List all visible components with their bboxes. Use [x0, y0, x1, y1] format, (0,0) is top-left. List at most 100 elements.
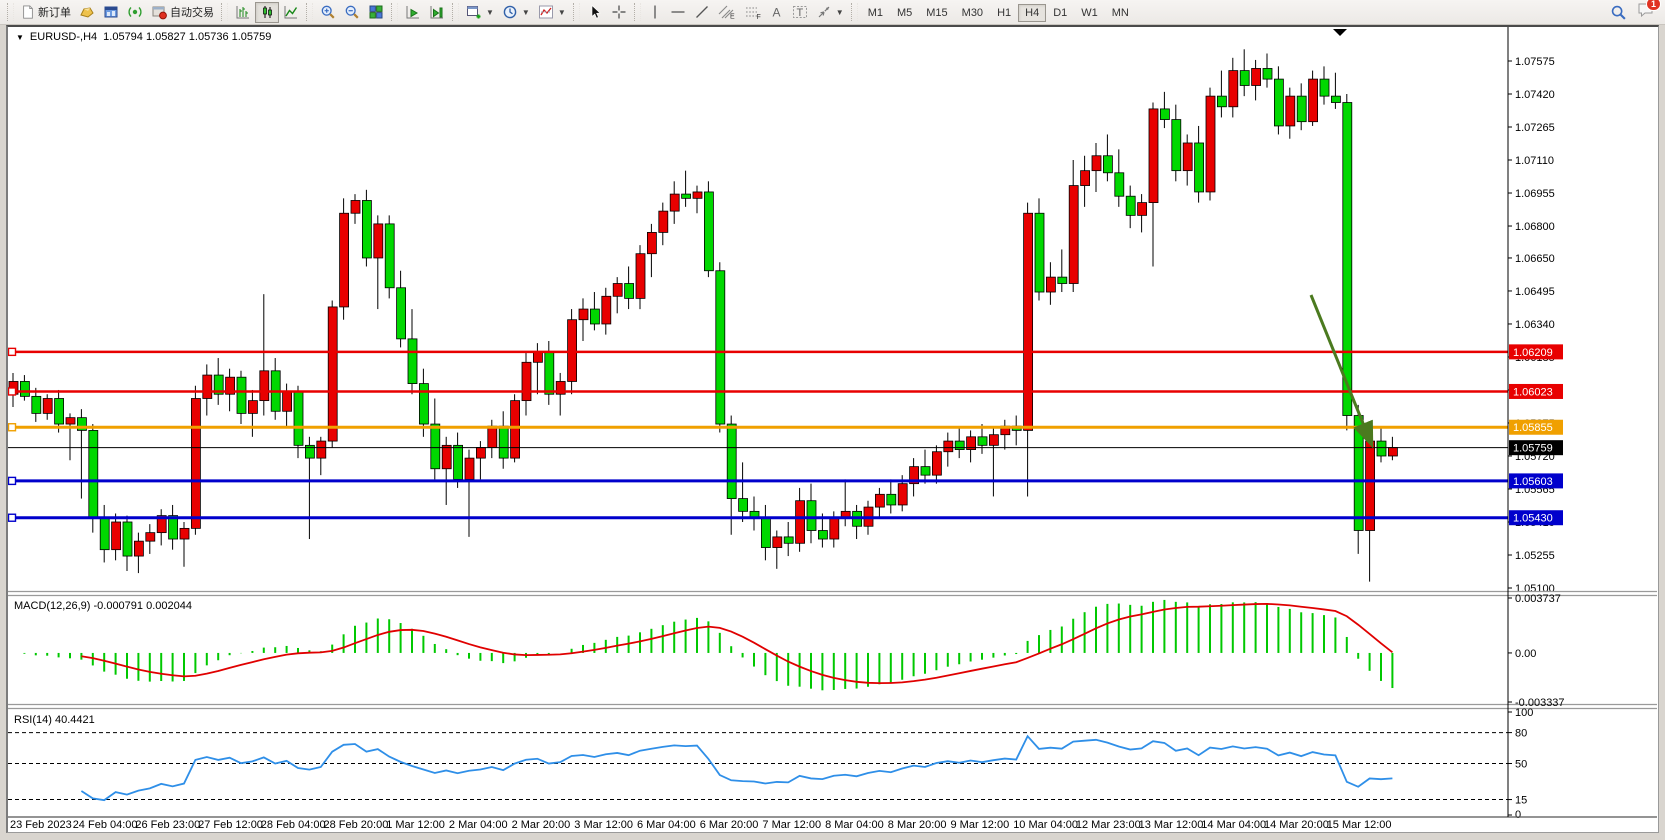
toolbar-grip[interactable]	[452, 3, 459, 21]
timeframe-d1[interactable]: D1	[1046, 4, 1074, 22]
candle-body	[1217, 95, 1227, 108]
rsi-line	[80, 734, 1393, 802]
candle-body	[282, 391, 293, 412]
zoom-out-icon[interactable]	[340, 2, 364, 23]
crosshair-icon[interactable]	[607, 2, 631, 23]
chart-canvas[interactable]: 1.07575 1.07420 1.07265 1.07110 1.06955 1.068…	[8, 27, 1657, 831]
price-tick-label: 1.06955	[1515, 188, 1555, 200]
timeframe-m30[interactable]: M30	[955, 4, 990, 22]
timeframe-h1[interactable]: H1	[990, 4, 1018, 22]
toolbar-grip[interactable]	[7, 3, 14, 21]
timeframe-m15[interactable]: M15	[919, 4, 954, 22]
text-icon[interactable]: A	[766, 2, 788, 23]
line-handle	[8, 476, 17, 486]
candle-body	[145, 532, 156, 542]
line-chart-icon[interactable]	[279, 2, 303, 23]
horizontal-line-icon[interactable]	[666, 2, 690, 23]
chart-window: 1.07575 1.07420 1.07265 1.07110 1.06955 1.068…	[6, 25, 1659, 833]
candle-body	[236, 376, 247, 414]
candle-body	[1103, 155, 1113, 174]
candle-body	[327, 306, 338, 442]
auto-scroll-icon[interactable]	[401, 2, 425, 23]
toolbar-grip[interactable]	[572, 3, 580, 21]
candle-body	[1057, 276, 1068, 284]
price-line-badge	[1509, 419, 1563, 435]
new-chart-dropdown[interactable]: ▼	[462, 2, 498, 23]
candle-body	[590, 308, 600, 325]
candle-body	[190, 398, 201, 529]
search-icon[interactable]	[1606, 2, 1631, 23]
price-tick-label: 1.07420	[1515, 89, 1555, 101]
time-axis-label: 15 Mar 12:00	[1327, 819, 1392, 831]
candle-body	[966, 436, 976, 450]
toolbar-grip[interactable]	[306, 3, 313, 21]
time-axis-label: 14 Mar 04:00	[1201, 819, 1266, 831]
vertical-line-icon[interactable]	[644, 2, 666, 23]
toolbar-grip[interactable]	[391, 3, 398, 21]
candle-body	[1331, 95, 1341, 103]
line-handle	[8, 387, 17, 396]
arrows-shapes-dropdown[interactable]: ▼	[812, 2, 848, 23]
time-axis-label: 6 Mar 04:00	[637, 819, 696, 831]
timeframe-m5[interactable]: M5	[890, 4, 919, 22]
text-label-icon[interactable]: T	[788, 2, 812, 23]
candle-body	[1308, 78, 1318, 123]
toolbar-grip[interactable]	[221, 3, 228, 21]
new-order-button[interactable]: 新订单	[17, 2, 75, 23]
line-handle	[8, 347, 17, 357]
price-tick-label: 1.06340	[1515, 319, 1555, 331]
macd-scale-label: 0.003737	[1515, 593, 1561, 605]
price-line-badge	[1509, 383, 1563, 399]
candle-body	[88, 430, 99, 519]
candle-body	[1182, 142, 1193, 172]
candle-body	[111, 521, 121, 551]
candle-body	[647, 232, 657, 255]
bar-chart-icon[interactable]	[231, 2, 255, 23]
market-watch-icon[interactable]	[99, 2, 123, 23]
fibonacci-icon[interactable]: F	[740, 2, 766, 23]
timeframe-h4[interactable]: H4	[1018, 3, 1047, 22]
periods-dropdown[interactable]: ▼	[498, 2, 534, 23]
autotrading-button[interactable]: 自动交易	[147, 2, 218, 23]
toolbar-grip[interactable]	[850, 3, 858, 21]
time-axis-label: 13 Mar 12:00	[1139, 819, 1204, 831]
candle-body	[1205, 95, 1216, 193]
candle-body	[350, 200, 361, 214]
dropdown-caret: ▼	[557, 7, 566, 17]
tile-windows-icon[interactable]	[364, 2, 388, 23]
line-handle	[8, 513, 17, 522]
zoom-in-icon[interactable]	[316, 2, 340, 23]
candlestick-chart-icon[interactable]	[255, 1, 279, 23]
notifications-button[interactable]: 1	[1637, 0, 1661, 23]
trendline-icon[interactable]	[690, 2, 714, 23]
signals-icon[interactable]	[123, 2, 147, 23]
timeframe-w1[interactable]: W1	[1074, 4, 1105, 22]
candle-body	[635, 253, 646, 299]
cursor-icon[interactable]	[583, 2, 607, 23]
candle-body	[1080, 170, 1090, 186]
candle-body	[1353, 415, 1364, 531]
time-axis-label: 27 Feb 12:00	[198, 819, 263, 831]
candle-body	[487, 425, 498, 448]
candle-body	[293, 391, 304, 446]
chart-shift-icon[interactable]	[425, 2, 449, 23]
timeframe-mn[interactable]: MN	[1105, 4, 1136, 22]
candle-body	[920, 466, 931, 476]
timeframe-m1[interactable]: M1	[861, 4, 890, 22]
candle-body	[475, 447, 486, 459]
candle-body	[304, 444, 315, 459]
price-tick-label: 1.07575	[1515, 56, 1555, 68]
price-tick-label: 1.06650	[1515, 253, 1555, 265]
rsi-scale-label: 50	[1515, 759, 1527, 771]
price-line-badge-text: 1.05430	[1513, 513, 1553, 525]
candle-body	[738, 498, 748, 512]
price-line-badge	[1509, 344, 1563, 360]
candle-body	[1228, 70, 1239, 108]
time-axis-label: 10 Mar 04:00	[1013, 819, 1078, 831]
toolbar-grip[interactable]	[633, 3, 641, 21]
candle-body	[1068, 185, 1079, 284]
indicators-dropdown[interactable]: ▼	[534, 2, 570, 23]
gold-nugget-icon[interactable]	[75, 2, 99, 23]
equidistant-channel-icon[interactable]: E	[714, 2, 740, 23]
